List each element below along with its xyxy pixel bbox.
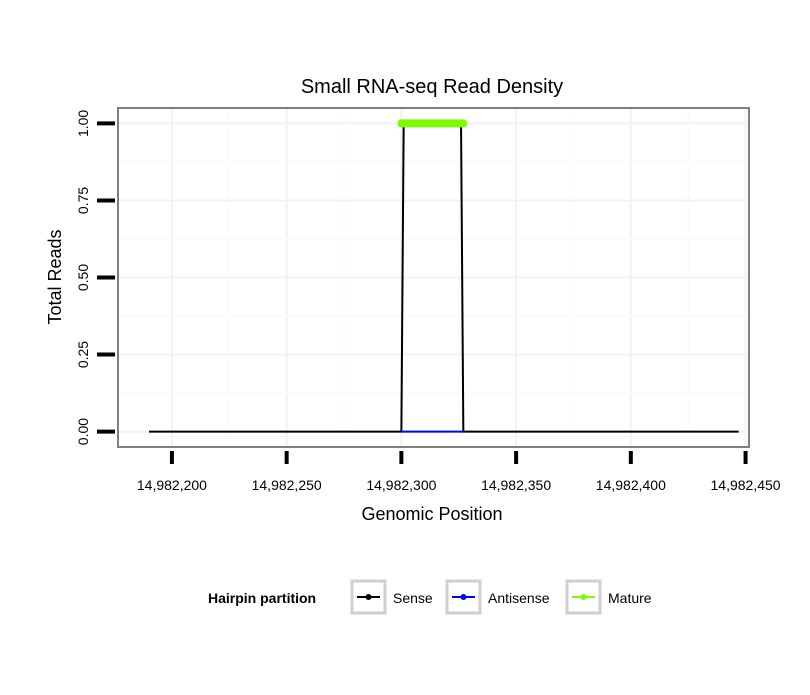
x-axis-title: Genomic Position (361, 504, 502, 524)
legend-label: Sense (393, 590, 433, 606)
legend: Hairpin partition Sense Antisense Mature (208, 579, 652, 615)
legend-label: Antisense (488, 590, 550, 606)
x-tick-label: 14,982,400 (596, 477, 666, 493)
x-tick-label: 14,982,200 (137, 477, 207, 493)
y-tick-label: 0.50 (75, 264, 91, 291)
y-tick-label: 1.00 (75, 110, 91, 137)
legend-item-antisense: Antisense (445, 579, 550, 615)
x-tick-label: 14,982,250 (252, 477, 322, 493)
x-tick-label: 14,982,350 (481, 477, 551, 493)
y-tick-label: 0.00 (75, 418, 91, 445)
legend-title: Hairpin partition (208, 590, 316, 606)
x-tick-label: 14,982,450 (711, 477, 781, 493)
legend-item-mature: Mature (565, 579, 652, 615)
y-tick-label: 0.75 (75, 187, 91, 214)
legend-key-dot (365, 594, 372, 600)
axes: 14,982,200 14,982,250 14,982,300 14,982,350… (75, 110, 781, 493)
legend-key-dot (460, 594, 467, 600)
legend-key-dot (580, 594, 587, 600)
legend-item-sense: Sense (350, 579, 433, 615)
legend-label: Mature (608, 590, 652, 606)
y-axis-title: Total Reads (45, 229, 65, 324)
chart-title: Small RNA-seq Read Density (301, 76, 563, 98)
grid-lines (119, 109, 748, 446)
series-layer (148, 119, 739, 433)
x-tick-label: 14,982,300 (366, 477, 436, 493)
y-tick-label: 0.25 (75, 341, 91, 368)
